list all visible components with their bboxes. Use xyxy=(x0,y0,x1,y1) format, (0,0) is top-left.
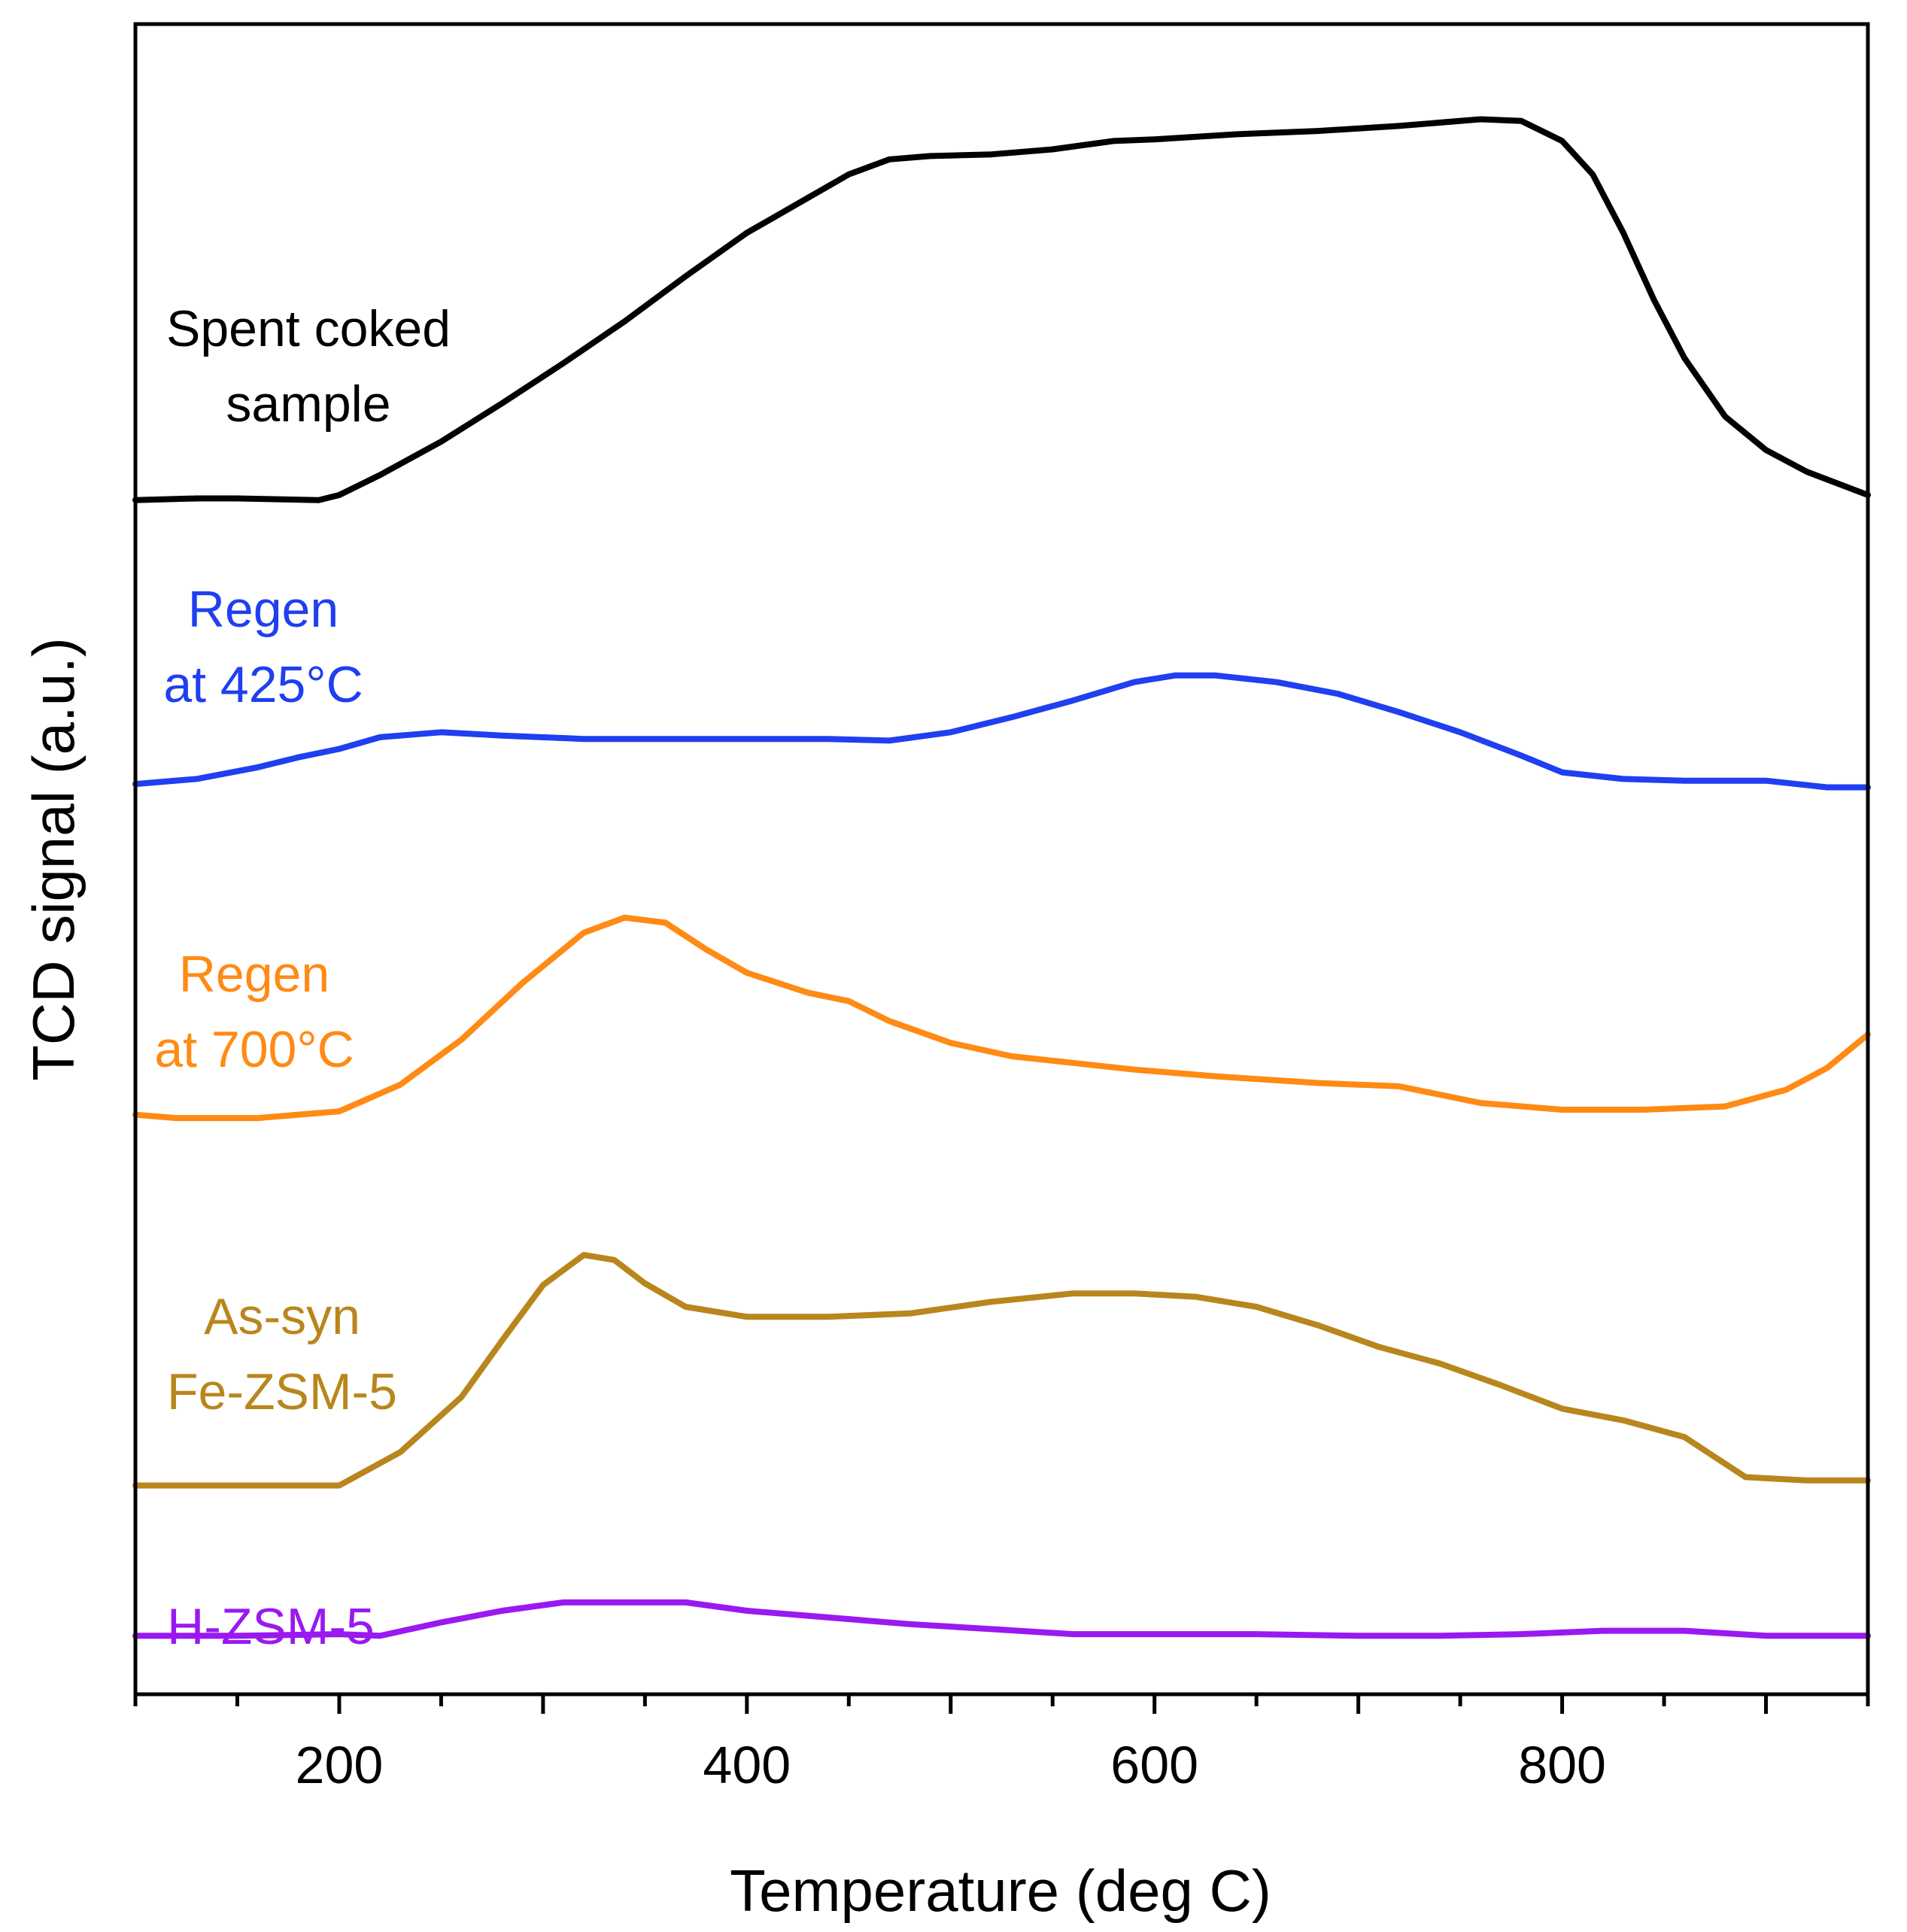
series-label-line: As-syn xyxy=(204,1288,360,1345)
x-tick-label-800: 800 xyxy=(1518,1736,1606,1794)
series-label-regen-at-700-c: Regen at 700°C xyxy=(154,946,354,1078)
series-label-line: Spent coked xyxy=(166,300,451,357)
series-line-h-zsm-5 xyxy=(132,1599,1871,1639)
series-label-line: Regen xyxy=(188,581,339,638)
series-labels: Spent coked sample Regen at 425°C Regen at 70… xyxy=(154,300,451,1655)
series-line-as-syn-fe-zsm-5 xyxy=(132,1252,1871,1489)
x-tick-label-600: 600 xyxy=(1110,1736,1198,1794)
series-line-spent-coked-sample xyxy=(132,116,1871,503)
series-label-line: at 425°C xyxy=(163,656,363,713)
series-label-as-syn-fe-zsm-5: As-syn Fe-ZSM-5 xyxy=(167,1288,397,1420)
series-label-line: sample xyxy=(226,375,390,433)
series-line-regen-at-700-c xyxy=(132,914,1871,1122)
series-label-line: Regen xyxy=(179,946,329,1003)
series-label-regen-at-425-c: Regen at 425°C xyxy=(163,581,363,713)
x-tick-label-400: 400 xyxy=(703,1736,791,1794)
series-label-line: at 700°C xyxy=(154,1021,354,1078)
series-layer xyxy=(132,116,1871,1639)
series-line-regen-at-425-c xyxy=(132,672,1871,791)
series-label-h-zsm-5: H-ZSM-5 xyxy=(167,1598,375,1655)
y-axis-title: TCD signal (a.u.) xyxy=(20,637,87,1081)
x-axis-title: Temperature (deg C) xyxy=(730,1858,1271,1924)
series-label-spent-coked-sample: Spent coked sample xyxy=(166,300,451,433)
series-label-line: H-ZSM-5 xyxy=(167,1598,375,1655)
x-axis-ticks: 200 400 600 800 xyxy=(133,1694,1870,1794)
series-label-line: Fe-ZSM-5 xyxy=(167,1363,397,1420)
x-tick-label-200: 200 xyxy=(296,1736,384,1794)
plot-frame xyxy=(133,22,1870,1697)
